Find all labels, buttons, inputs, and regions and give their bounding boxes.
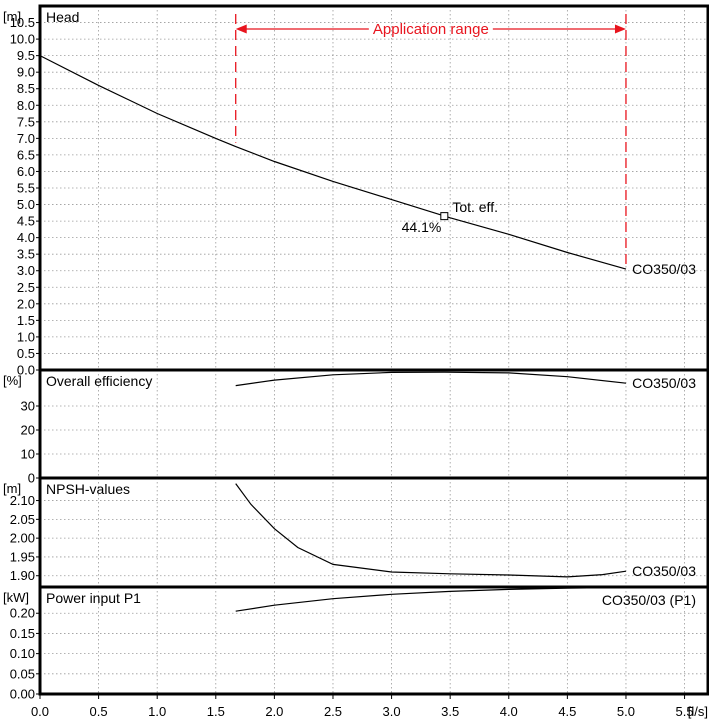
y-tick-label-npsh: 2.05 <box>10 512 35 527</box>
y-tick-label-npsh: 1.95 <box>10 549 35 564</box>
best-efficiency-point-marker <box>440 212 449 221</box>
y-unit-label-efficiency: [%] <box>3 373 22 388</box>
y-tick-label-head: 7.0 <box>17 131 35 146</box>
y-tick-label-power: 0.10 <box>10 646 35 661</box>
y-tick-label-efficiency: 0 <box>28 471 35 486</box>
y-tick-label-head: 4.5 <box>17 214 35 229</box>
panel-labels: [m] Head CO350/03 Tot. eff. 44.1% [%] Overall … <box>3 9 696 608</box>
arrowhead-left <box>235 24 247 34</box>
y-unit-label-head: [m] <box>3 9 21 24</box>
x-tick-label: 5.5 <box>676 704 694 719</box>
y-tick-label-head: 5.0 <box>17 197 35 212</box>
application-range-label: Application range <box>373 21 489 38</box>
y-tick-label-head: 2.5 <box>17 280 35 295</box>
y-tick-label-npsh: 2.10 <box>10 493 35 508</box>
arrowhead-right <box>614 24 626 34</box>
application-range-markers: Application range <box>235 14 627 266</box>
y-tick-label-head: 7.5 <box>17 114 35 129</box>
y-tick-label-head: 9.5 <box>17 48 35 63</box>
x-tick-label: 4.5 <box>558 704 576 719</box>
y-tick-label-power: 0.15 <box>10 626 35 641</box>
series-label-head: CO350/03 <box>632 261 696 277</box>
marker-label: Tot. eff. <box>452 199 498 215</box>
grid-lines <box>40 6 708 694</box>
panel-title-efficiency: Overall efficiency <box>46 373 152 389</box>
y-tick-label-power: 0.05 <box>10 666 35 681</box>
y-tick-label-head: 10.5 <box>10 15 35 30</box>
performance-curves <box>39 55 708 612</box>
y-tick-label-head: 0.0 <box>17 363 35 378</box>
y-tick-label-head: 2.0 <box>17 296 35 311</box>
series-label-npsh: CO350/03 <box>632 563 696 579</box>
series-label-power: CO350/03 (P1) <box>602 592 696 608</box>
y-tick-label-npsh: 1.90 <box>10 568 35 583</box>
y-tick-label-head: 8.0 <box>17 98 35 113</box>
y-tick-label-head: 8.5 <box>17 81 35 96</box>
y-tick-label-npsh: 2.00 <box>10 531 35 546</box>
curve-efficiency <box>235 371 627 387</box>
panel-frame-power <box>38 585 709 696</box>
y-tick-label-head: 4.0 <box>17 230 35 245</box>
y-tick-label-head: 10.0 <box>10 32 35 47</box>
x-unit-label: [l/s] <box>688 704 708 719</box>
panel-title-head: Head <box>46 9 79 25</box>
x-tick-label: 1.0 <box>148 704 166 719</box>
y-tick-label-power: 0.00 <box>10 687 35 702</box>
curve-head <box>39 55 627 270</box>
y-tick-label-efficiency: 20 <box>21 423 35 438</box>
series-label-efficiency: CO350/03 <box>632 375 696 391</box>
y-tick-label-power: 0.20 <box>10 606 35 621</box>
y-unit-label-power: [kW] <box>3 590 29 605</box>
panel-frame-npsh <box>38 476 709 589</box>
curve-npsh <box>235 483 627 578</box>
x-tick-label: 5.0 <box>617 704 635 719</box>
y-tick-label-head: 3.5 <box>17 247 35 262</box>
y-tick-label-head: 6.5 <box>17 147 35 162</box>
y-tick-label-head: 5.5 <box>17 181 35 196</box>
y-tick-label-efficiency: 30 <box>21 399 35 414</box>
y-unit-label-npsh: [m] <box>3 481 21 496</box>
x-tick-label: 3.5 <box>441 704 459 719</box>
y-tick-label-head: 9.0 <box>17 65 35 80</box>
x-tick-label: 0.0 <box>31 704 49 719</box>
y-tick-label-efficiency: 10 <box>21 447 35 462</box>
x-tick-label: 4.0 <box>500 704 518 719</box>
y-tick-label-head: 3.0 <box>17 263 35 278</box>
panel-title-npsh: NPSH-values <box>46 481 130 497</box>
x-tick-label: 0.5 <box>90 704 108 719</box>
tick-labels: 0.00.51.01.52.02.53.03.54.04.55.05.56.06… <box>10 15 708 719</box>
x-tick-label: 3.0 <box>383 704 401 719</box>
panel-title-power: Power input P1 <box>46 590 141 606</box>
y-tick-label-head: 0.5 <box>17 346 35 361</box>
marker-value-label: 44.1% <box>402 219 442 235</box>
x-tick-label: 1.5 <box>207 704 225 719</box>
x-tick-label: 2.5 <box>324 704 342 719</box>
y-tick-label-head: 1.5 <box>17 313 35 328</box>
x-tick-label: 2.0 <box>265 704 283 719</box>
y-tick-label-head: 6.0 <box>17 164 35 179</box>
y-tick-label-head: 1.0 <box>17 329 35 344</box>
